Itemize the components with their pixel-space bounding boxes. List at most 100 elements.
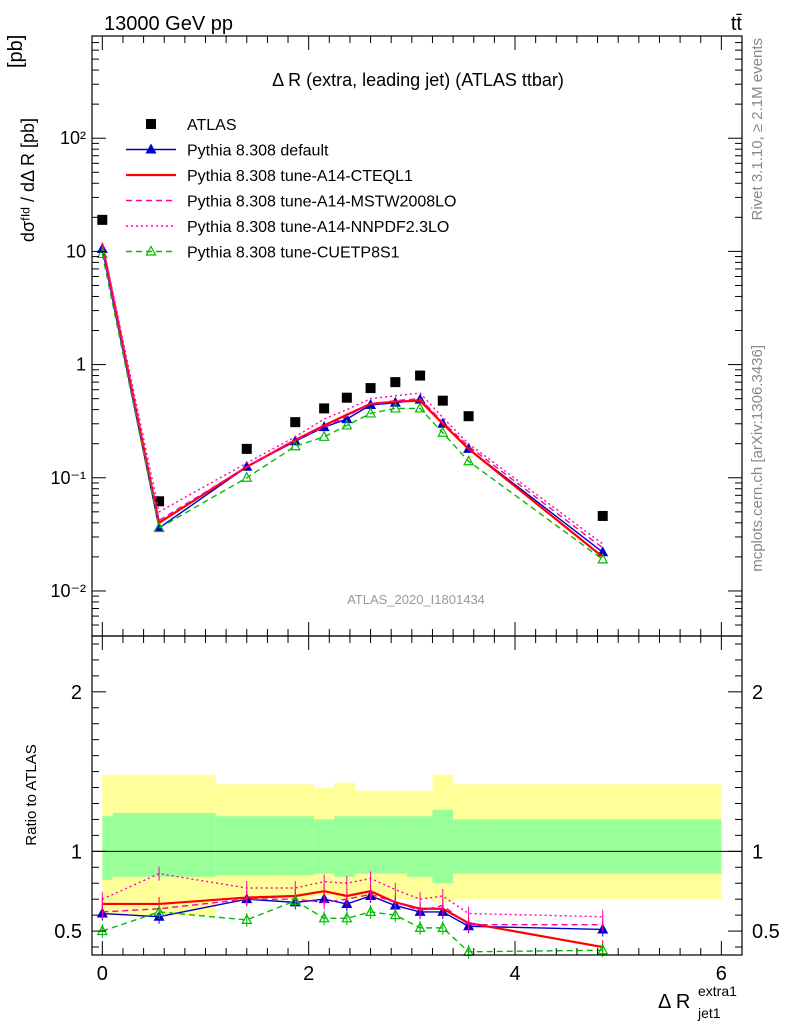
series-point-5-2 (241, 471, 253, 482)
series-point-0-11 (597, 510, 608, 521)
series-point-0-1 (154, 496, 165, 507)
chart-title: Δ R (extra, leading jet) (ATLAS ttbar) (272, 70, 564, 90)
x-axis-label-sub: jet1 (697, 1005, 721, 1021)
y-tick-label: 10 (66, 241, 86, 261)
x-tick-label: 2 (303, 963, 314, 985)
ratio-point-5-1 (153, 905, 165, 917)
x-axis-label-sup: extra1 (698, 983, 737, 999)
ratio-tick-label-right: 0.5 (752, 921, 780, 943)
ratio-tick-label-right: 1 (752, 841, 763, 863)
series-point-5-6 (365, 407, 377, 418)
band-inner-9 (432, 809, 454, 884)
legend-marker-5 (145, 245, 157, 256)
series-point-5-9 (437, 426, 449, 437)
series-point-0-7 (390, 377, 401, 388)
x-tick-label: 4 (509, 963, 520, 985)
series-line-5 (101, 253, 604, 560)
legend-marker-1 (145, 143, 157, 154)
x-tick-label: 6 (716, 963, 727, 985)
series-point-5-4 (318, 430, 330, 441)
x-axis-label-main: Δ R (658, 991, 690, 1013)
y-tick-label: 1 (76, 355, 86, 375)
series-point-5-3 (289, 439, 301, 451)
ratio-point-5-7 (389, 908, 401, 920)
side-rivet-label: Rivet 3.1.10, ≥ 2.1M events (749, 38, 766, 221)
y-tick-label: 10² (60, 128, 86, 148)
band-inner-1 (112, 813, 216, 877)
analysis-watermark: ATLAS_2020_I1801434 (347, 592, 485, 607)
series-point-5-5 (341, 419, 353, 430)
ratio-point-5-5 (341, 912, 353, 923)
series-point-0-4 (319, 403, 330, 414)
band-inner-0 (102, 816, 113, 881)
series-point-5-8 (414, 402, 426, 413)
series-point-5-7 (389, 402, 401, 413)
ratio-tick-label-right: 2 (752, 682, 763, 704)
axes: 10⁻² 10⁻¹ 1 10 10² 0 2 4 6 0.5 0.5 1 1 2 2 [pb] (5, 35, 780, 985)
header-process-label: tt̄ (731, 13, 743, 35)
ratio-point-5-8 (414, 921, 426, 932)
band-inner-6 (355, 816, 381, 874)
ratio-point-5-0 (96, 924, 108, 936)
ratio-point-5-9 (437, 921, 449, 932)
ratio-line-2 (102, 890, 603, 949)
band-inner-10 (453, 819, 485, 874)
ratio-point-5-4 (318, 912, 330, 923)
x-tick-label: 0 (97, 963, 108, 985)
y-tick-label: 10⁻¹ (50, 468, 86, 488)
series-point-1-5 (341, 413, 353, 424)
band-inner-8 (406, 816, 433, 877)
legend-label-1: Pythia 8.308 default (187, 143, 329, 160)
header-energy-label: 13000 GeV pp (104, 13, 233, 35)
y-axis-unit: [pb] (5, 35, 27, 68)
band-inner-2 (215, 816, 273, 876)
legend-label-4: Pythia 8.308 tune-A14-NNPDF2.3LO (187, 219, 449, 236)
ratio-point-5-2 (241, 913, 253, 925)
band-inner-11 (484, 819, 722, 874)
series-point-1-1 (153, 521, 165, 532)
series-line-1 (101, 248, 604, 553)
y-axis-label: dσᶠᴵᵈ / dΔ R [pb] (18, 118, 38, 242)
series-point-5-0 (96, 247, 108, 259)
band-inner-4 (313, 819, 335, 874)
series-point-0-0 (97, 214, 108, 225)
series-line-3 (101, 246, 604, 549)
ratio-line-3 (102, 893, 603, 926)
series-point-0-9 (437, 395, 448, 406)
side-mcplots-label: mcplots.cern.ch [arXiv:1306.3436] (749, 345, 766, 572)
ratio-point-5-3 (289, 894, 301, 905)
ratio-tick-label: 0.5 (54, 921, 82, 943)
series-point-0-10 (463, 411, 474, 422)
band-inner-7 (380, 816, 407, 874)
ratio-axis-label: Ratio to ATLAS (23, 744, 40, 845)
band-inner-5 (334, 816, 356, 877)
series-point-0-3 (290, 417, 301, 428)
x-axis-label: Δ R extra1 jet1 (658, 983, 737, 1021)
series-point-0-5 (341, 392, 352, 403)
y-tick-label: 10⁻² (50, 581, 86, 601)
series-point-5-11 (597, 553, 609, 564)
ratio-frame (91, 635, 743, 956)
ratio-uncertainty-bands (92, 774, 742, 916)
series-point-0-8 (415, 370, 426, 381)
ratio-point-5-11 (597, 943, 609, 955)
legend: ATLAS Pythia 8.308 default Pythia 8.308 tu… (126, 117, 456, 262)
legend-label-3: Pythia 8.308 tune-A14-MSTW2008LO (187, 194, 456, 211)
legend-label-5: Pythia 8.308 tune-CUETP8S1 (187, 245, 400, 262)
y-axis-label-text: dσᶠᴵᵈ / dΔ R [pb] (18, 118, 38, 242)
band-inner-3 (272, 816, 314, 876)
series-point-0-6 (365, 383, 376, 394)
series-line-4 (101, 242, 604, 545)
legend-marker-0 (146, 119, 156, 129)
ratio-point-5-6 (365, 905, 377, 917)
legend-label-0: ATLAS (187, 117, 237, 134)
ratio-plot (96, 866, 609, 959)
series-point-5-1 (153, 521, 165, 533)
series-point-0-2 (241, 443, 252, 454)
ratio-line-4 (102, 872, 603, 918)
series-point-5-10 (463, 454, 475, 466)
ratio-tick-label: 1 (71, 841, 82, 863)
main-plot (96, 214, 609, 564)
ratio-tick-label: 2 (71, 682, 82, 704)
